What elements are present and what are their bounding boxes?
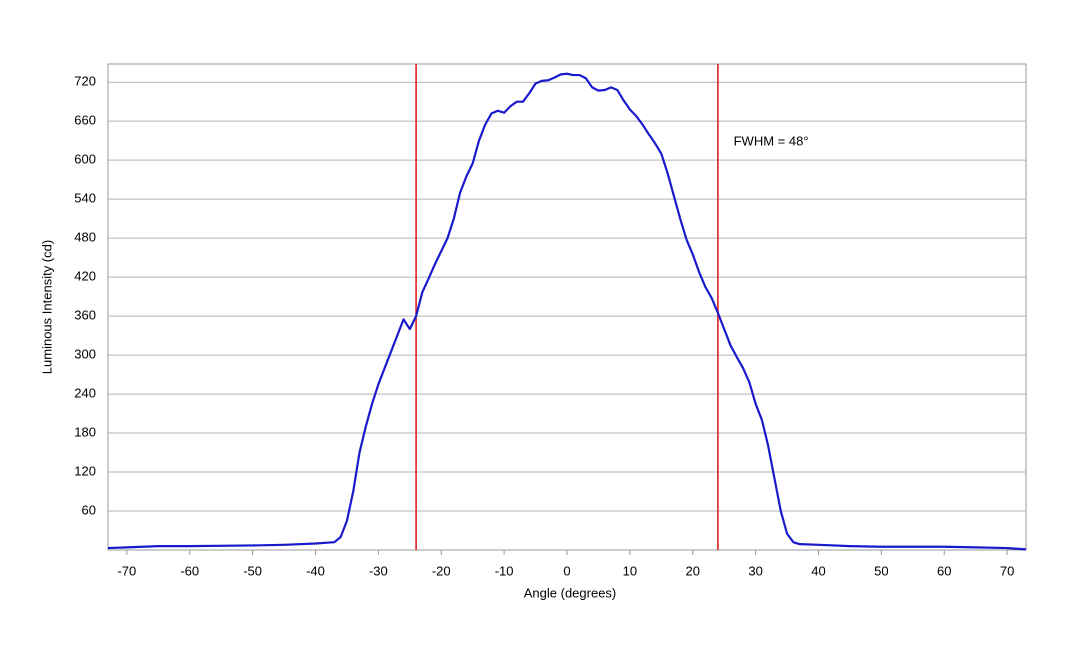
x-tick-label: 60	[937, 563, 951, 578]
y-tick-label: 360	[74, 308, 96, 323]
x-axis-label: Angle (degrees)	[524, 585, 617, 600]
y-tick-label: 420	[74, 269, 96, 284]
y-tick-label: 540	[74, 191, 96, 206]
x-tick-label: -60	[180, 563, 199, 578]
y-tick-label: 120	[74, 463, 96, 478]
x-tick-label: 10	[623, 563, 637, 578]
x-tick-label: -10	[495, 563, 514, 578]
y-tick-label: 300	[74, 347, 96, 362]
x-tick-label: -30	[369, 563, 388, 578]
x-tick-label: 70	[1000, 563, 1014, 578]
y-axis-label: Luminous Intensity (cd)	[39, 240, 54, 374]
y-tick-label: 660	[74, 113, 96, 128]
x-tick-label: 50	[874, 563, 888, 578]
x-tick-label: -40	[306, 563, 325, 578]
x-tick-label: -70	[117, 563, 136, 578]
data-line	[107, 72, 1027, 551]
y-tick-label: 720	[74, 74, 96, 89]
x-tick-label: 40	[811, 563, 825, 578]
plot-area	[107, 63, 1027, 551]
y-tick-label: 480	[74, 230, 96, 245]
y-tick-label: 180	[74, 424, 96, 439]
x-tick-label: -50	[243, 563, 262, 578]
x-tick-label: 30	[748, 563, 762, 578]
y-tick-label: 240	[74, 386, 96, 401]
y-tick-label: 600	[74, 152, 96, 167]
x-tick-label: -20	[432, 563, 451, 578]
x-tick-label: 20	[686, 563, 700, 578]
y-tick-label: 60	[82, 502, 96, 517]
annotation: FWHM = 48°	[734, 133, 809, 148]
x-tick-label: 0	[563, 563, 570, 578]
